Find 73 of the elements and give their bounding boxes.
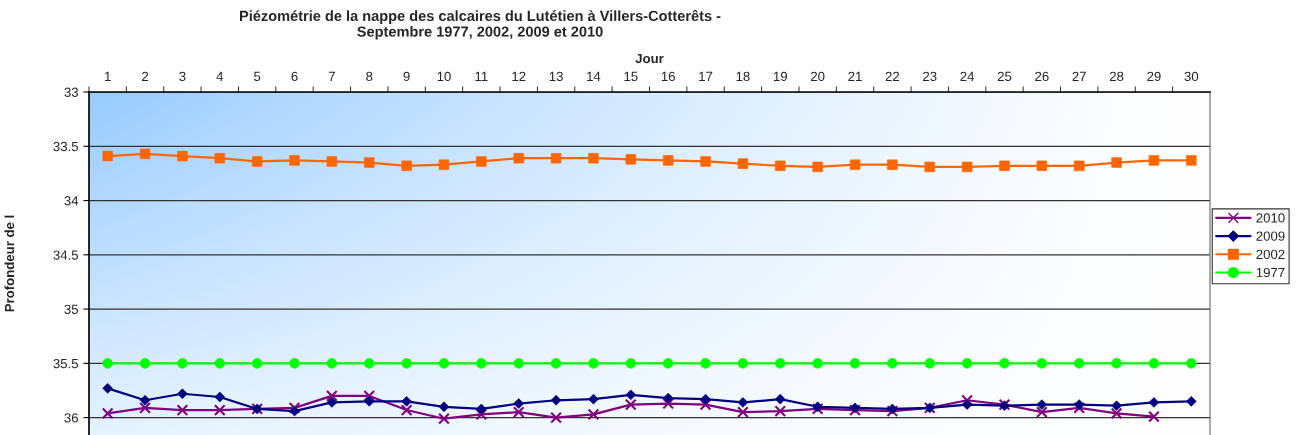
- x-tick-label: 26: [1035, 71, 1049, 82]
- point: [961, 161, 973, 173]
- y-tick-label: 34.5: [53, 250, 79, 260]
- y-axis-title: Profondeur de l: [4, 215, 15, 312]
- point: [176, 404, 189, 416]
- x-tick-label: 24: [960, 71, 975, 81]
- x-tick-label: 25: [997, 71, 1012, 82]
- point: [624, 398, 637, 411]
- x-tick-label: 19: [773, 71, 787, 82]
- point: [1073, 401, 1086, 414]
- point: [587, 408, 600, 421]
- x-tick-label: 16: [661, 71, 675, 82]
- point: [325, 390, 338, 402]
- point: [139, 148, 151, 160]
- point: [213, 404, 226, 416]
- point: [475, 408, 488, 421]
- x-tick-label: 10: [437, 71, 451, 82]
- x-tick-label: 2: [142, 71, 149, 81]
- point: [400, 404, 413, 416]
- x-tick-label: 18: [736, 71, 750, 82]
- x-tick-label: 9: [403, 71, 410, 82]
- legend-label: 2009: [1256, 231, 1285, 241]
- legend-label: 2010: [1256, 213, 1285, 223]
- point: [849, 159, 861, 170]
- x-tick-label: 23: [923, 71, 937, 82]
- y-tick-label: 33: [64, 87, 78, 97]
- x-tick-label: 12: [512, 71, 526, 81]
- point: [1148, 410, 1160, 423]
- x-tick-label: 4: [216, 71, 224, 81]
- point: [139, 401, 151, 414]
- x-tick-label: 15: [624, 71, 638, 82]
- point: [1035, 406, 1048, 419]
- x-tick-label: 13: [549, 71, 563, 82]
- y-tick-label: 34: [64, 196, 79, 206]
- point: [1074, 160, 1085, 172]
- point: [438, 412, 450, 425]
- point: [438, 159, 450, 170]
- x-tick-label: 20: [810, 71, 825, 82]
- point: [625, 154, 637, 165]
- x-tick-label: 28: [1109, 71, 1124, 82]
- x-tick-label: 11: [475, 71, 488, 81]
- x-tick-label: 3: [179, 71, 186, 82]
- x-tick-label: 29: [1147, 71, 1161, 82]
- point: [512, 406, 525, 419]
- point: [214, 153, 225, 164]
- x-tick-label: 6: [291, 71, 298, 82]
- point: [737, 406, 749, 419]
- x-tick-label: 27: [1072, 71, 1086, 81]
- x-tick-label: 30: [1184, 71, 1199, 82]
- x-tick-label: 7: [328, 71, 335, 81]
- x-tick-label: 5: [254, 71, 261, 82]
- legend-label: 1977: [1256, 267, 1285, 278]
- x-tick-label: 21: [848, 71, 862, 81]
- point: [101, 407, 114, 420]
- x-tick-label: 1: [105, 71, 111, 81]
- x-tick-label: 8: [366, 71, 373, 82]
- legend-label: 2002: [1256, 249, 1285, 260]
- point: [1110, 407, 1123, 420]
- point: [550, 411, 562, 424]
- y-tick-label: 35: [64, 304, 79, 314]
- point: [774, 405, 787, 418]
- point: [363, 390, 376, 402]
- chart-title: Piézométrie de la nappe des calcaires du Lutétien à Villers-Cotterêts - Septembre 1977, 2002, 2009 et 2010: [240, 10, 721, 40]
- x-tick-label: 14: [587, 71, 601, 81]
- point: [288, 401, 301, 414]
- point: [737, 158, 749, 169]
- point: [775, 160, 786, 172]
- x-tick-label: 22: [885, 71, 900, 81]
- x-axis-title: Jour: [635, 53, 664, 64]
- y-tick-label: 35.5: [53, 358, 79, 369]
- x-tick-label: 17: [699, 71, 713, 81]
- y-tick-label: 33.5: [53, 141, 79, 152]
- y-tick-label: 36: [64, 413, 78, 423]
